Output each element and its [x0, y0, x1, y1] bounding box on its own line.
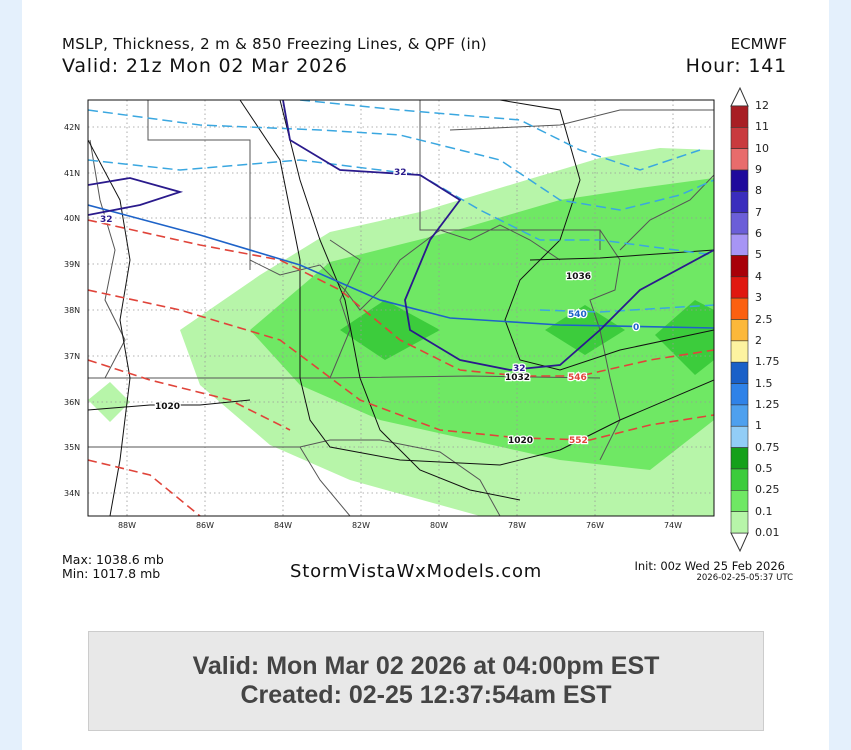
qpf-001-area-small	[88, 382, 130, 422]
colorbar-swatch	[730, 447, 749, 470]
colorbar-label: 2	[755, 333, 762, 347]
lat-axis: 42N 41N 40N 39N 38N 37N 36N 35N 34N	[64, 123, 80, 498]
colorbar-label: 6	[755, 227, 762, 241]
colorbar-swatch	[730, 297, 749, 320]
colorbar-label: 0.75	[755, 440, 780, 454]
lon-label: 88W	[118, 521, 136, 530]
colorbar-label: 11	[755, 120, 769, 134]
lon-label: 86W	[196, 521, 214, 530]
min-pressure: Min: 1017.8 mb	[62, 566, 161, 581]
qpf-025-area	[655, 300, 714, 375]
colorbar-swatch	[730, 105, 749, 128]
colorbar-label: 0.01	[755, 526, 780, 539]
colorbar-swatch	[730, 361, 749, 384]
thickness-label: 540	[568, 310, 587, 320]
pressure-extremes: Max: 1038.6 mb Min: 1017.8 mb	[62, 553, 164, 581]
freeze-2m-line-west	[88, 177, 184, 216]
init-time: Init: 00z Wed 25 Feb 2026	[634, 559, 785, 573]
thickness-lines	[88, 219, 714, 516]
thickness-label: 552	[569, 436, 588, 446]
qpf-colorbar	[730, 86, 749, 553]
lat-label: 37N	[64, 352, 80, 361]
mslp-label: 1020	[155, 402, 180, 412]
freeze-2m-label: 32	[394, 168, 407, 178]
colorbar-swatch	[730, 191, 749, 214]
lat-label: 42N	[64, 123, 80, 132]
colorbar-swatch	[730, 404, 749, 427]
colorbar-swatch	[730, 383, 749, 406]
mslp-label: 1020	[508, 436, 533, 446]
lat-label: 39N	[64, 260, 80, 269]
forecast-hour: Hour: 141	[685, 55, 787, 77]
valid-time: Valid: 21z Mon 02 Mar 2026	[62, 55, 348, 77]
created-time: Created: 02-25 12:37:54am EST	[240, 681, 612, 709]
colorbar-label: 3	[755, 291, 762, 305]
colorbar-swatch	[730, 276, 749, 299]
colorbar-swatch	[730, 212, 749, 235]
lat-label: 38N	[64, 306, 80, 315]
lat-label: 41N	[64, 169, 80, 178]
mslp-label: 1036	[566, 272, 591, 282]
lat-label: 36N	[64, 398, 80, 407]
colorbar-label: 2.5	[755, 312, 773, 326]
site-watermark: StormVistaWxModels.com	[290, 561, 543, 582]
model-name: ECMWF	[730, 35, 787, 53]
colorbar-label: 10	[755, 141, 769, 155]
thickness-label: 546	[568, 373, 587, 383]
colorbar-label: 1.75	[755, 355, 780, 369]
colorbar-swatch	[730, 169, 749, 192]
map-title: MSLP, Thickness, 2 m & 850 Freezing Line…	[62, 35, 487, 53]
qpf-01-area	[250, 178, 714, 470]
lon-label: 74W	[664, 521, 682, 530]
max-pressure: Max: 1038.6 mb	[62, 552, 164, 567]
thickness-low-lines	[88, 100, 714, 313]
lon-label: 78W	[508, 521, 526, 530]
lat-label: 40N	[64, 214, 80, 223]
qpf-025-area	[545, 305, 625, 355]
freeze-2m-line	[282, 100, 714, 371]
colorbar-swatch	[730, 255, 749, 278]
lon-label: 84W	[274, 521, 292, 530]
colorbar-label: 5	[755, 248, 762, 262]
colorbar-swatch	[730, 468, 749, 491]
colorbar-label: 1.5	[755, 376, 773, 390]
freeze-2m-label: 32	[100, 215, 113, 225]
colorbar-label: 0.1	[755, 504, 773, 518]
colorbar-swatch	[730, 425, 749, 448]
colorbar-swatch	[730, 127, 749, 149]
mslp-label: 1032	[505, 373, 530, 383]
lon-label: 82W	[352, 521, 370, 530]
generated-timestamp: 2026-02-25-05:37 UTC	[696, 573, 793, 583]
colorbar-label: 0.5	[755, 461, 773, 475]
qpf-025-area	[340, 300, 440, 360]
colorbar-label: 1.25	[755, 397, 780, 411]
colorbar-label: 12	[755, 99, 769, 112]
lat-label: 34N	[64, 489, 80, 498]
state-borders	[88, 100, 714, 516]
colorbar-label: 4	[755, 269, 762, 283]
colorbar-swatch	[730, 233, 749, 256]
colorbar-label: 7	[755, 205, 762, 219]
colorbar-swatch	[730, 148, 749, 171]
freeze-2m-label: 32	[513, 364, 526, 374]
lon-label: 80W	[430, 521, 448, 530]
colorbar-label: 1	[755, 419, 762, 433]
colorbar-swatch	[730, 511, 749, 534]
valid-local-time: Valid: Mon Mar 02 2026 at 04:00pm EST	[192, 652, 660, 680]
lon-label: 76W	[586, 521, 604, 530]
freeze-850-line	[88, 204, 714, 329]
valid-info-box: Valid: Mon Mar 02 2026 at 04:00pm EST Cr…	[88, 631, 764, 731]
mslp-isobars	[88, 100, 714, 516]
colorbar-swatch	[730, 489, 749, 512]
colorbar-label: 0.25	[755, 483, 780, 497]
colorbar-label: 8	[755, 184, 762, 198]
freeze-850-label: 0	[633, 323, 639, 333]
colorbar-swatch	[730, 319, 749, 342]
map-frame	[87, 99, 715, 517]
colorbar-label: 9	[755, 163, 762, 177]
lat-label: 35N	[64, 443, 80, 452]
lon-axis: 88W 86W 84W 82W 80W 78W 76W 74W	[118, 521, 682, 530]
colorbar-swatch	[730, 340, 749, 363]
